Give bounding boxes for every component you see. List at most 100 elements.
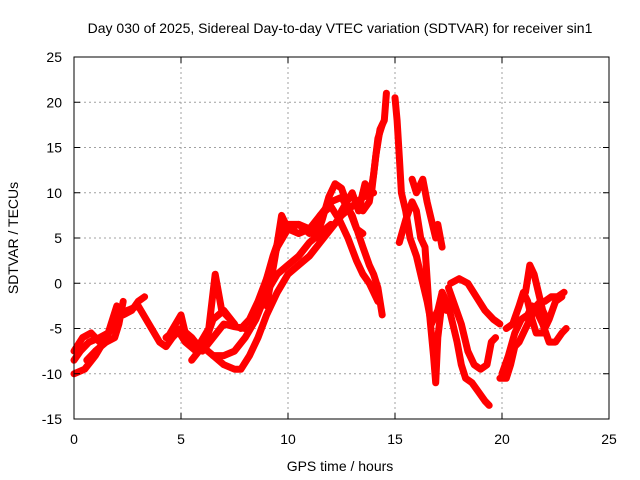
data-point [120,298,127,305]
data-point [103,339,110,346]
data-point [285,271,291,278]
data-point [432,379,439,386]
grid [74,57,609,419]
data-point [220,320,227,327]
series-line [438,288,493,409]
data-point [246,316,253,323]
data-point [413,189,420,196]
data-point [81,366,88,373]
data-series [70,89,570,409]
data-point [531,271,538,278]
data-point [434,334,441,341]
data-point [533,307,540,314]
data-point [406,235,413,241]
series-trace-18 [445,284,500,373]
data-point [524,298,531,305]
data-point [362,180,369,187]
data-point [178,311,184,318]
y-tick-label: 5 [54,230,62,246]
data-point [409,198,416,205]
data-point [349,212,356,219]
data-point [295,221,302,228]
data-point [539,307,546,314]
data-point [439,244,446,251]
data-point [516,302,523,309]
data-point [533,330,540,337]
data-point [220,361,227,368]
data-point [263,302,270,309]
series-trace-21 [498,302,570,378]
data-point [257,298,264,305]
data-point [105,330,112,337]
data-point [77,348,84,355]
x-tick-label: 20 [494,431,510,447]
data-point [458,320,465,327]
data-point [285,225,291,232]
data-point [396,153,403,160]
data-point [263,311,270,318]
data-point [430,352,437,359]
series-trace-13 [359,121,386,215]
data-point [475,388,482,395]
series-line [263,202,382,310]
data-point [188,357,195,364]
data-point [449,320,456,327]
data-point [486,402,493,409]
data-point [445,302,452,309]
data-point [353,257,360,264]
data-point [509,320,516,327]
data-point [312,235,319,241]
data-point [79,334,86,341]
series-trace-16 [408,175,446,251]
data-point [379,311,386,318]
x-tick-label: 15 [387,431,403,447]
data-point [492,334,499,341]
data-point [490,316,497,323]
data-point [516,339,523,346]
data-point [552,339,559,346]
data-point [394,117,401,124]
data-point [366,280,373,287]
data-point [379,121,386,128]
data-point [338,194,345,201]
data-point [285,262,291,269]
data-point [242,334,249,341]
data-point [88,330,95,337]
data-point [145,320,152,327]
data-point [398,189,405,196]
data-point [462,375,469,382]
data-point [344,235,351,241]
series-trace-15 [395,198,446,387]
series-line [83,297,127,364]
y-tick-label: -15 [42,411,62,427]
y-tick-label: 25 [46,49,62,65]
y-tick-label: 15 [46,140,62,156]
data-point [295,253,302,260]
y-tick-label: -5 [50,321,63,337]
data-point [402,216,409,223]
data-point [524,320,531,327]
data-point [306,225,313,232]
data-point [374,284,381,291]
data-point [396,239,403,246]
data-point [370,171,377,178]
data-point [163,334,170,341]
data-point [451,302,458,309]
tick-labels: 0 5 10 15 20 25 -15 -10 -5 0 5 10 15 20 25 [42,49,617,447]
data-point [231,366,238,373]
data-point [167,330,174,337]
x-tick-label: 5 [177,431,185,447]
data-point [184,339,191,346]
data-point [477,366,484,373]
y-axis-label: SDTVAR / TECUs [5,182,21,294]
data-point [546,339,553,346]
data-point [558,330,565,337]
data-point [85,339,92,346]
y-tick-label: 20 [46,94,62,110]
data-point [272,253,279,260]
data-point [528,316,535,323]
data-point [383,90,390,97]
data-point [231,320,238,327]
data-point [205,325,212,332]
